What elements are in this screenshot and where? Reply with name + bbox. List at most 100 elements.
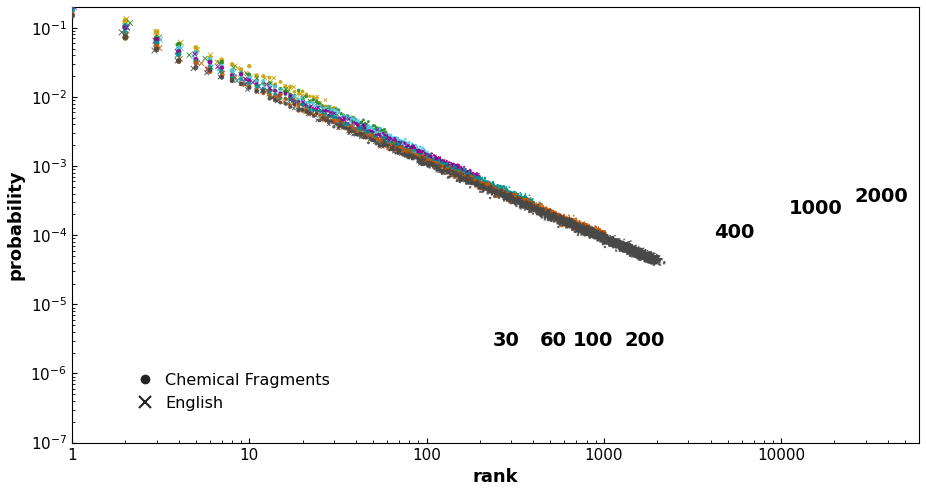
Point	[627, 252, 642, 260]
Point	[589, 231, 604, 239]
Point	[580, 225, 594, 233]
Point	[504, 194, 519, 202]
Point	[203, 51, 218, 59]
Point	[501, 187, 516, 195]
Point	[632, 248, 646, 256]
Point	[627, 252, 642, 260]
Point	[390, 135, 405, 142]
Point	[514, 196, 529, 204]
Point	[439, 161, 454, 169]
Point	[636, 248, 651, 256]
Point	[517, 201, 532, 209]
Point	[647, 254, 662, 262]
Point	[581, 229, 595, 237]
Point	[553, 212, 568, 220]
Point	[259, 86, 274, 94]
Point	[560, 219, 575, 227]
Point	[510, 193, 525, 201]
Point	[611, 243, 626, 250]
Point	[597, 233, 612, 241]
Point	[495, 191, 510, 199]
Point	[623, 246, 638, 254]
Point	[171, 51, 186, 59]
Point	[586, 231, 601, 239]
Point	[608, 242, 623, 250]
Point	[507, 192, 521, 200]
Point	[556, 212, 570, 220]
Point	[67, 3, 81, 11]
Point	[627, 247, 642, 255]
Point	[483, 188, 498, 196]
Point	[526, 204, 541, 212]
Point	[443, 163, 457, 171]
Point	[521, 198, 536, 206]
Point	[629, 246, 644, 253]
Point	[612, 239, 627, 246]
Point	[581, 225, 595, 233]
Point	[595, 230, 610, 238]
Point	[492, 185, 507, 193]
Point	[554, 214, 569, 222]
Point	[378, 140, 393, 148]
Point	[627, 245, 642, 253]
Point	[590, 233, 605, 241]
Point	[324, 112, 339, 120]
Point	[523, 200, 538, 208]
Point	[599, 232, 614, 240]
Point	[591, 226, 606, 234]
Point	[594, 230, 608, 238]
Point	[618, 242, 632, 249]
Point	[624, 241, 639, 249]
Point	[439, 160, 454, 168]
Point	[546, 208, 561, 215]
Point	[568, 222, 582, 230]
Point	[320, 103, 335, 111]
Point	[620, 245, 635, 253]
Point	[507, 192, 521, 200]
Point	[490, 188, 505, 196]
Point	[591, 226, 606, 234]
Point	[585, 232, 600, 240]
Point	[596, 235, 611, 243]
Point	[500, 187, 515, 195]
Point	[647, 258, 662, 266]
Point	[610, 236, 625, 244]
Point	[349, 127, 364, 135]
Point	[415, 152, 430, 160]
Point	[642, 249, 657, 257]
Point	[518, 197, 532, 205]
Point	[515, 195, 530, 203]
Point	[457, 174, 471, 182]
Point	[487, 193, 502, 201]
Point	[645, 253, 660, 261]
Point	[278, 91, 293, 99]
Point	[567, 219, 582, 227]
Point	[456, 172, 470, 180]
Point	[361, 121, 376, 129]
Point	[572, 220, 587, 228]
Point	[560, 216, 575, 224]
Point	[215, 68, 230, 76]
Point	[606, 239, 620, 246]
Point	[327, 118, 342, 126]
Point	[629, 250, 644, 258]
Point	[587, 231, 602, 239]
Point	[560, 220, 575, 228]
Point	[651, 255, 666, 263]
Point	[507, 190, 521, 198]
Point	[612, 238, 627, 246]
Point	[563, 220, 578, 228]
Point	[569, 218, 583, 226]
Point	[584, 228, 599, 236]
Point	[424, 161, 439, 169]
Point	[621, 243, 636, 250]
Point	[453, 167, 468, 175]
Point	[636, 247, 651, 255]
Point	[596, 240, 611, 247]
Point	[484, 190, 499, 198]
Point	[444, 167, 459, 175]
Point	[501, 189, 516, 197]
Point	[626, 245, 641, 252]
Point	[576, 224, 591, 232]
Point	[625, 247, 640, 255]
